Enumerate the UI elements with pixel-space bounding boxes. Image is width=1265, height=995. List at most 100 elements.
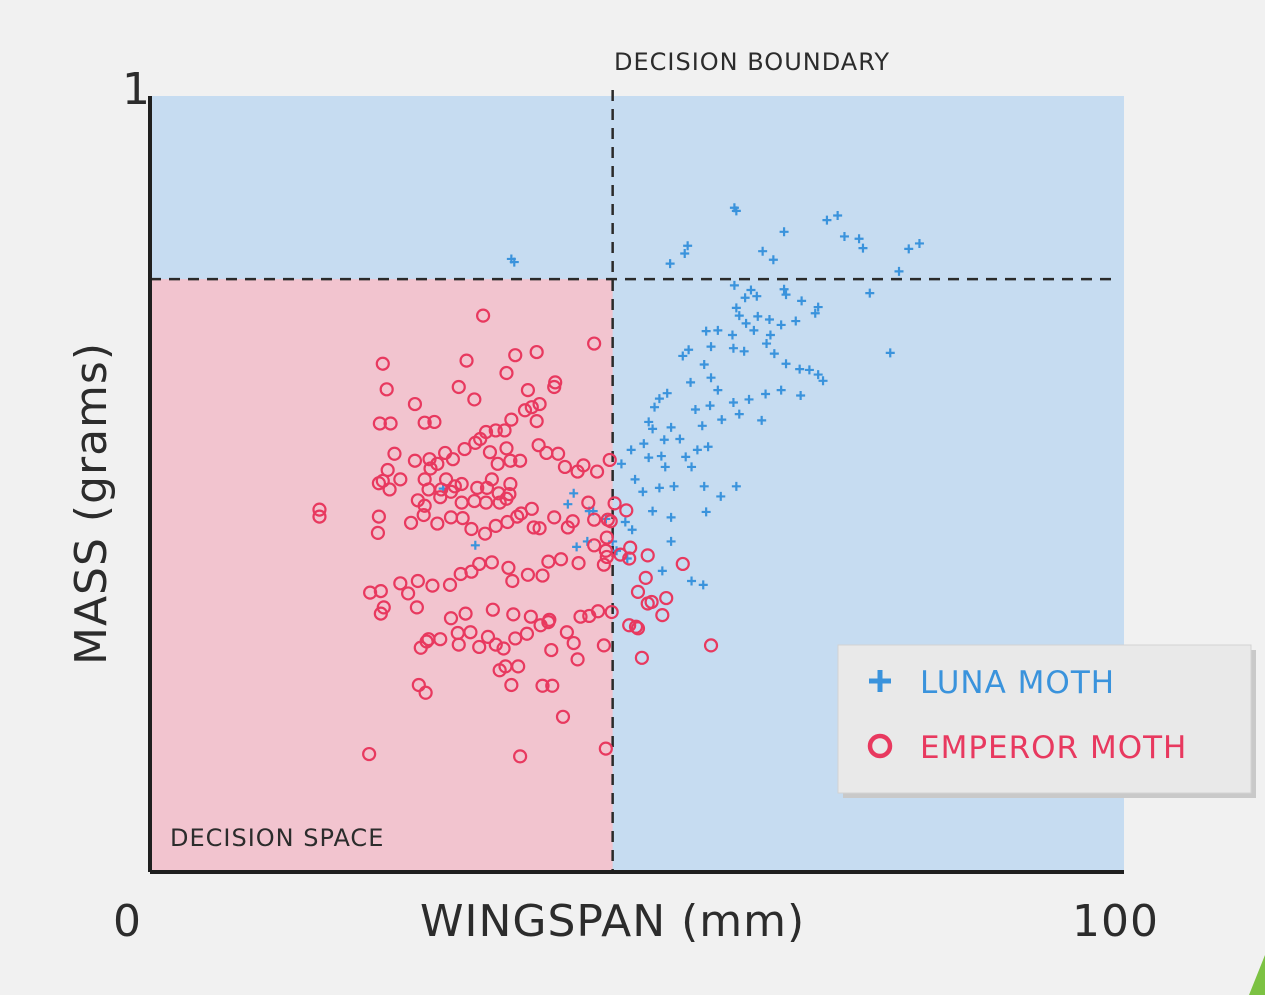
luna-moth-point bbox=[627, 525, 637, 535]
emperor-moth-point bbox=[640, 548, 655, 563]
luna-moth-point bbox=[885, 348, 895, 358]
emperor-moth-point bbox=[520, 383, 536, 398]
emperor-moth-point bbox=[438, 445, 453, 461]
luna-moth-point bbox=[765, 330, 775, 340]
luna-moth-point bbox=[697, 421, 707, 431]
emperor-moth-point bbox=[312, 502, 327, 517]
luna-moth-point bbox=[744, 394, 754, 404]
luna-moth-point bbox=[731, 303, 741, 313]
emperor-moth-point bbox=[504, 412, 519, 427]
emperor-moth-point bbox=[599, 549, 614, 565]
luna-moth-point bbox=[684, 345, 694, 355]
emperor-moth-point bbox=[589, 464, 605, 479]
luna-moth-point bbox=[791, 316, 801, 326]
luna-moth-point bbox=[680, 249, 690, 259]
emperor-moth-point bbox=[407, 453, 423, 468]
emperor-moth-point bbox=[480, 629, 496, 644]
emperor-moth-point bbox=[526, 520, 541, 535]
luna-moth-point bbox=[644, 417, 654, 427]
emperor-moth-point bbox=[499, 491, 514, 506]
emperor-moth-point bbox=[375, 356, 390, 371]
emperor-moth-point bbox=[603, 514, 618, 529]
emperor-moth-point bbox=[393, 576, 408, 591]
emperor-moth-point bbox=[517, 403, 533, 418]
luna-moth-point bbox=[739, 346, 749, 356]
luna-moth-point bbox=[657, 566, 667, 576]
emperor-moth-point bbox=[371, 476, 386, 491]
legend-emperor-circle bbox=[867, 733, 893, 759]
emperor-moth-point bbox=[535, 568, 550, 583]
emperor-moth-point bbox=[548, 375, 563, 390]
emperor-moth-point bbox=[499, 365, 514, 381]
luna-moth-point bbox=[749, 325, 759, 335]
luna-moth-point bbox=[839, 231, 849, 241]
x-axis-label: WINGSPAN (mm) bbox=[420, 896, 805, 947]
emperor-moth-point bbox=[529, 414, 544, 429]
luna-moth-point bbox=[779, 227, 789, 237]
emperor-moth-point bbox=[472, 556, 487, 572]
luna-moth-point bbox=[779, 284, 789, 294]
emperor-moth-point bbox=[630, 584, 646, 599]
emperor-moth-point bbox=[455, 511, 470, 526]
emperor-moth-point bbox=[472, 639, 487, 655]
luna-moth-point bbox=[728, 343, 738, 353]
emperor-moth-point bbox=[638, 570, 653, 585]
emperor-moth-point bbox=[416, 507, 431, 523]
luna-moth-point bbox=[616, 459, 626, 469]
emperor-moth-point bbox=[467, 392, 482, 407]
emperor-moth-point bbox=[433, 490, 448, 505]
luna-moth-point bbox=[654, 394, 664, 404]
emperor-moth-point bbox=[508, 348, 523, 363]
luna-moth-point bbox=[776, 385, 786, 395]
emperor-moth-point bbox=[470, 480, 485, 495]
emperor-moth-point bbox=[501, 560, 516, 575]
emperor-moth-point bbox=[464, 521, 479, 537]
emperor-moth-point bbox=[417, 415, 432, 430]
emperor-moth-point bbox=[598, 741, 613, 756]
luna-moth-point bbox=[813, 370, 823, 380]
luna-moth-point bbox=[666, 536, 676, 546]
emperor-moth-point bbox=[427, 414, 442, 430]
emperor-moth-point bbox=[587, 538, 602, 553]
emperor-moth-point bbox=[433, 632, 448, 647]
emperor-moth-point bbox=[434, 482, 449, 497]
luna-moth-point bbox=[769, 349, 779, 359]
emperor-moth-point bbox=[393, 472, 408, 487]
emperor-moth-point bbox=[363, 585, 378, 600]
luna-moth-point bbox=[626, 445, 636, 455]
emperor-moth-point bbox=[596, 638, 611, 653]
emperor-moth-point bbox=[506, 607, 521, 622]
emperor-moth-point bbox=[602, 452, 617, 468]
emperor-moth-point bbox=[607, 496, 622, 511]
emperor-moth-point bbox=[545, 678, 560, 693]
emperor-moth-point bbox=[570, 652, 585, 667]
emperor-moth-point bbox=[451, 637, 466, 652]
luna-moth-point bbox=[644, 453, 654, 463]
emperor-moth-point bbox=[430, 516, 445, 531]
data-points bbox=[312, 203, 924, 764]
luna-moth-point bbox=[654, 483, 664, 493]
luna-moth-point bbox=[699, 359, 709, 369]
luna-moth-point bbox=[639, 439, 649, 449]
emperor-moth-point bbox=[413, 640, 428, 655]
luna-moth-point bbox=[686, 377, 696, 387]
luna-moth-point bbox=[660, 462, 670, 472]
emperor-moth-point bbox=[535, 678, 550, 693]
legend-label-emperor: EMPEROR MOTH bbox=[920, 730, 1187, 766]
emperor-moth-point bbox=[497, 423, 512, 438]
emperor-moth-point bbox=[541, 554, 556, 569]
luna-moth-point bbox=[734, 409, 744, 419]
emperor-moth-point bbox=[622, 618, 637, 633]
emperor-region bbox=[150, 279, 613, 872]
emperor-moth-point bbox=[505, 573, 520, 589]
emperor-moth-point bbox=[510, 509, 525, 524]
emperor-moth-point bbox=[513, 453, 528, 468]
emperor-moth-point bbox=[423, 461, 438, 476]
luna-moth-point bbox=[776, 320, 786, 330]
luna-moth-point bbox=[701, 326, 711, 336]
emperor-moth-point bbox=[544, 642, 559, 658]
emperor-moth-point bbox=[581, 495, 596, 510]
luna-moth-point bbox=[675, 434, 685, 444]
emperor-moth-point bbox=[453, 566, 468, 582]
emperor-moth-point bbox=[312, 509, 327, 524]
